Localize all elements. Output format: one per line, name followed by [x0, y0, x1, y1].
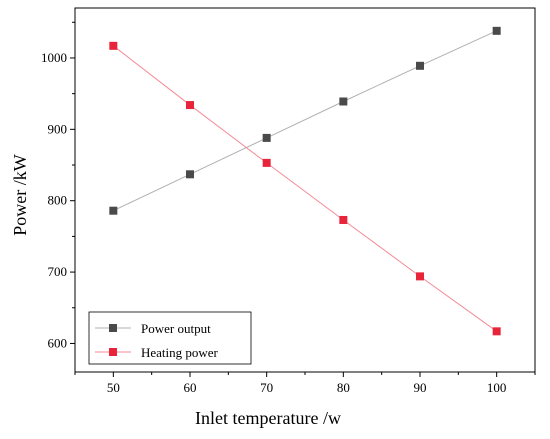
legend-marker-power-output [109, 324, 117, 332]
y-axis-title: Power /kW [10, 154, 30, 235]
y-axis: 600 700 800 900 1000 [41, 21, 75, 350]
data-point-heating-power [416, 272, 424, 281]
data-point-heating-power [339, 215, 348, 224]
y-tick-label: 800 [48, 193, 68, 208]
y-tick-label: 600 [48, 335, 68, 350]
data-point-heating-power [262, 158, 271, 167]
data-point-power-output [262, 133, 271, 142]
data-point-power-output [186, 170, 194, 179]
series-layer [109, 26, 501, 336]
y-tick-label: 900 [48, 121, 68, 136]
legend-label-heating-power: Heating power [141, 345, 219, 360]
data-point-power-output [339, 97, 348, 106]
legend: Power output Heating power [88, 311, 252, 365]
data-point-heating-power [492, 327, 501, 336]
legend-marker-heating-power [109, 348, 117, 356]
x-tick-label: 90 [414, 380, 427, 395]
legend-label-power-output: Power output [141, 321, 211, 336]
x-tick-label: 50 [107, 380, 120, 395]
y-tick-label: 700 [48, 264, 68, 279]
x-axis: 50 60 70 80 90 100 [74, 372, 536, 395]
y-tick-label: 1000 [41, 50, 67, 65]
data-point-power-output [109, 206, 118, 215]
data-point-heating-power [109, 41, 118, 50]
x-tick-label: 80 [337, 380, 350, 395]
data-point-power-output [492, 26, 501, 35]
data-point-heating-power [186, 101, 194, 110]
x-tick-label: 100 [487, 380, 507, 395]
data-point-power-output [416, 61, 424, 70]
series-line-power-output [113, 30, 497, 212]
x-axis-title: Inlet temperature /w [195, 408, 341, 428]
x-tick-label: 60 [184, 380, 197, 395]
x-tick-label: 70 [260, 380, 273, 395]
series-line-heating-power [113, 45, 497, 332]
